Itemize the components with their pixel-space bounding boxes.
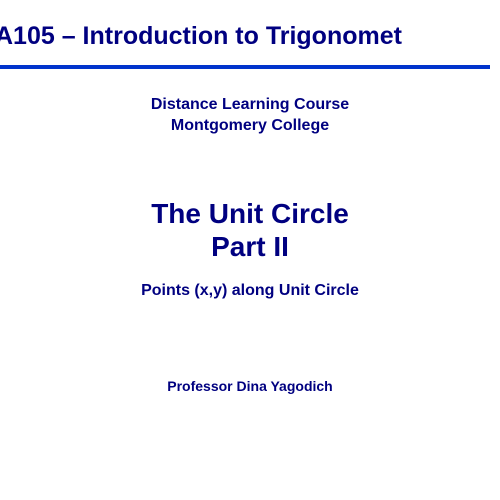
slide-container: A105 – Introduction to Trigonomet Distan… <box>0 0 500 500</box>
instructor-name: Professor Dina Yagodich <box>0 378 500 394</box>
lesson-title: The Unit Circle Part II <box>0 197 500 264</box>
lesson-title-line1: The Unit Circle <box>0 197 500 231</box>
course-title: A105 – Introduction to Trigonomet <box>0 0 500 61</box>
lesson-subtitle: Points (x,y) along Unit Circle <box>0 282 500 300</box>
course-info-line2: Montgomery College <box>0 116 500 137</box>
title-underline <box>0 65 490 69</box>
course-info-line1: Distance Learning Course <box>0 95 500 116</box>
course-info: Distance Learning Course Montgomery Coll… <box>0 95 500 137</box>
lesson-title-line2: Part II <box>0 230 500 264</box>
